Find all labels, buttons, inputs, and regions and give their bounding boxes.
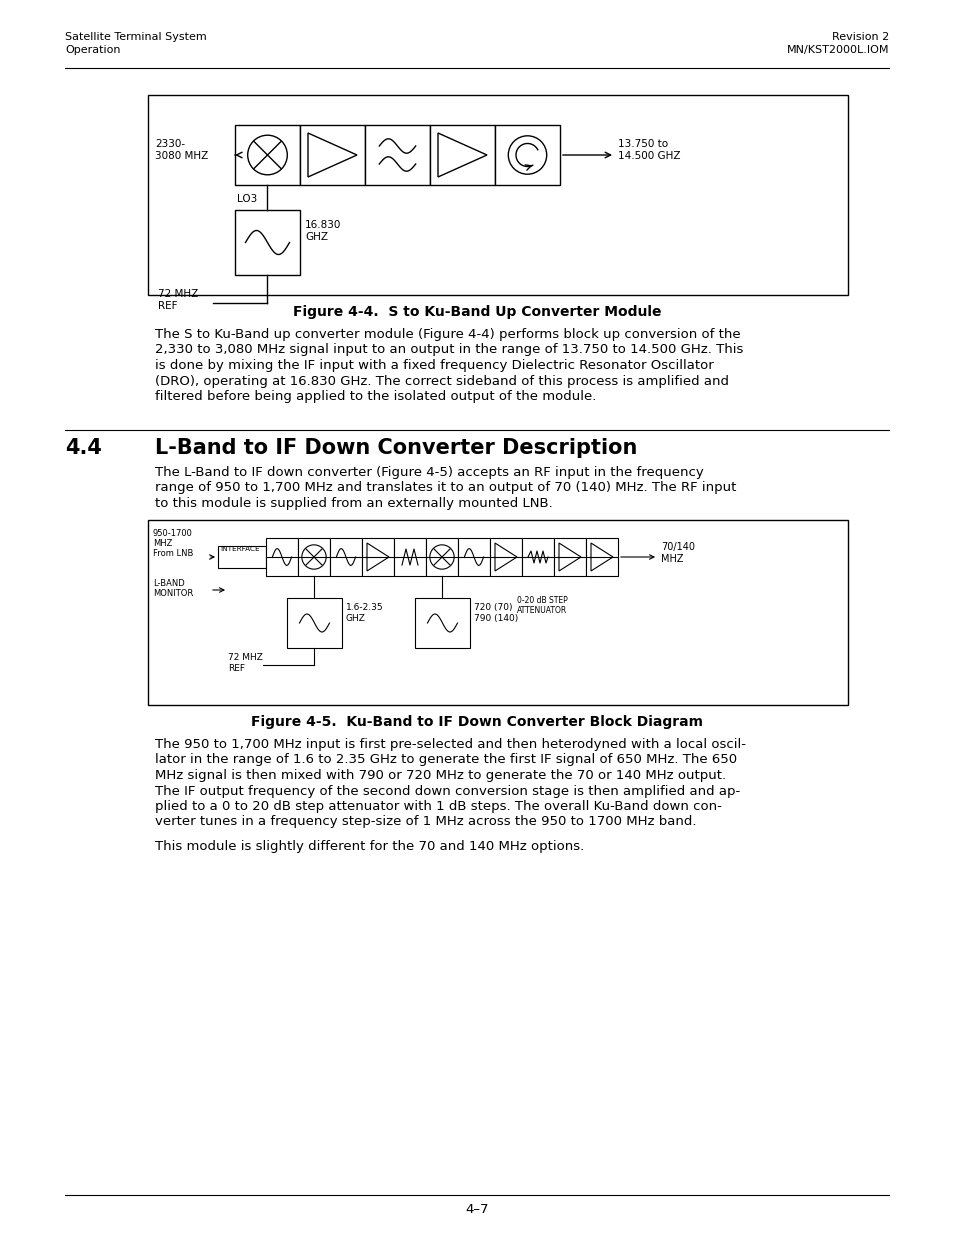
Bar xyxy=(554,538,585,576)
Text: range of 950 to 1,700 MHz and translates it to an output of 70 (140) MHz. The RF: range of 950 to 1,700 MHz and translates… xyxy=(154,482,736,494)
Bar xyxy=(430,125,495,185)
Bar xyxy=(457,538,490,576)
Text: Satellite Terminal System: Satellite Terminal System xyxy=(65,32,207,42)
Text: 70/140: 70/140 xyxy=(660,542,695,552)
Bar xyxy=(415,598,470,648)
Text: 16.830: 16.830 xyxy=(305,220,341,230)
Text: to this module is supplied from an externally mounted LNB.: to this module is supplied from an exter… xyxy=(154,496,552,510)
Text: 720 (70): 720 (70) xyxy=(474,603,512,613)
Text: L-BAND: L-BAND xyxy=(152,579,185,588)
Text: MHZ: MHZ xyxy=(152,538,172,548)
Text: GHZ: GHZ xyxy=(346,614,366,622)
Text: 3080 MHZ: 3080 MHZ xyxy=(154,151,208,161)
Text: 0-20 dB STEP: 0-20 dB STEP xyxy=(517,597,567,605)
Text: REF: REF xyxy=(158,301,177,311)
Bar xyxy=(148,520,847,705)
Bar xyxy=(287,598,341,648)
Text: (DRO), operating at 16.830 GHz. The correct sideband of this process is amplifie: (DRO), operating at 16.830 GHz. The corr… xyxy=(154,374,728,388)
Text: filtered before being applied to the isolated output of the module.: filtered before being applied to the iso… xyxy=(154,390,596,403)
Text: The 950 to 1,700 MHz input is first pre-selected and then heterodyned with a loc: The 950 to 1,700 MHz input is first pre-… xyxy=(154,739,745,751)
Text: 72 MHZ: 72 MHZ xyxy=(158,289,198,299)
Text: From LNB: From LNB xyxy=(152,550,193,558)
Text: The L-Band to IF down converter (Figure 4-5) accepts an RF input in the frequenc: The L-Band to IF down converter (Figure … xyxy=(154,466,703,479)
Text: MONITOR: MONITOR xyxy=(152,589,193,598)
Bar xyxy=(490,538,521,576)
Bar xyxy=(234,125,299,185)
Text: GHZ: GHZ xyxy=(305,232,328,242)
Text: verter tunes in a frequency step-size of 1 MHz across the 950 to 1700 MHz band.: verter tunes in a frequency step-size of… xyxy=(154,815,696,829)
Text: REF: REF xyxy=(228,664,245,673)
Bar xyxy=(394,538,426,576)
Text: lator in the range of 1.6 to 2.35 GHz to generate the first IF signal of 650 MHz: lator in the range of 1.6 to 2.35 GHz to… xyxy=(154,753,737,767)
Bar xyxy=(148,95,847,295)
Bar xyxy=(495,125,559,185)
Text: 13.750 to: 13.750 to xyxy=(618,140,667,149)
Text: 4.4: 4.4 xyxy=(65,438,102,458)
Bar xyxy=(218,546,266,568)
Bar xyxy=(521,538,554,576)
Text: 2,330 to 3,080 MHz signal input to an output in the range of 13.750 to 14.500 GH: 2,330 to 3,080 MHz signal input to an ou… xyxy=(154,343,742,357)
Text: Figure 4-5.  Ku-Band to IF Down Converter Block Diagram: Figure 4-5. Ku-Band to IF Down Converter… xyxy=(251,715,702,729)
Text: LO3: LO3 xyxy=(236,194,257,204)
Text: 72 MHZ: 72 MHZ xyxy=(228,653,263,662)
Text: Figure 4-4.  S to Ku-Band Up Converter Module: Figure 4-4. S to Ku-Band Up Converter Mo… xyxy=(293,305,660,319)
Bar xyxy=(299,125,365,185)
Text: Operation: Operation xyxy=(65,44,120,56)
Text: Revision 2: Revision 2 xyxy=(831,32,888,42)
Text: L-Band to IF Down Converter Description: L-Band to IF Down Converter Description xyxy=(154,438,637,458)
Text: 14.500 GHZ: 14.500 GHZ xyxy=(618,151,679,161)
Text: This module is slightly different for the 70 and 140 MHz options.: This module is slightly different for th… xyxy=(154,840,583,853)
Bar xyxy=(234,210,299,275)
Bar xyxy=(585,538,618,576)
Bar xyxy=(365,125,430,185)
Text: MN/KST2000L.IOM: MN/KST2000L.IOM xyxy=(785,44,888,56)
Text: 790 (140): 790 (140) xyxy=(474,614,517,622)
Text: The S to Ku-Band up converter module (Figure 4-4) performs block up conversion o: The S to Ku-Band up converter module (Fi… xyxy=(154,329,740,341)
Text: INTERFACE: INTERFACE xyxy=(220,546,259,552)
Text: is done by mixing the IF input with a fixed frequency Dielectric Resonator Oscil: is done by mixing the IF input with a fi… xyxy=(154,359,713,372)
Text: 4–7: 4–7 xyxy=(465,1203,488,1216)
Bar xyxy=(330,538,361,576)
Text: ATTENUATOR: ATTENUATOR xyxy=(517,606,567,615)
Bar xyxy=(297,538,330,576)
Text: MHz signal is then mixed with 790 or 720 MHz to generate the 70 or 140 MHz outpu: MHz signal is then mixed with 790 or 720… xyxy=(154,769,725,782)
Text: 1.6-2.35: 1.6-2.35 xyxy=(346,603,383,613)
Text: 950-1700: 950-1700 xyxy=(152,529,193,538)
Text: 2330-: 2330- xyxy=(154,140,185,149)
Text: plied to a 0 to 20 dB step attenuator with 1 dB steps. The overall Ku-Band down : plied to a 0 to 20 dB step attenuator wi… xyxy=(154,800,721,813)
Bar xyxy=(266,538,297,576)
Bar xyxy=(361,538,394,576)
Bar xyxy=(426,538,457,576)
Text: The IF output frequency of the second down conversion stage is then amplified an: The IF output frequency of the second do… xyxy=(154,784,740,798)
Text: MHZ: MHZ xyxy=(660,555,682,564)
